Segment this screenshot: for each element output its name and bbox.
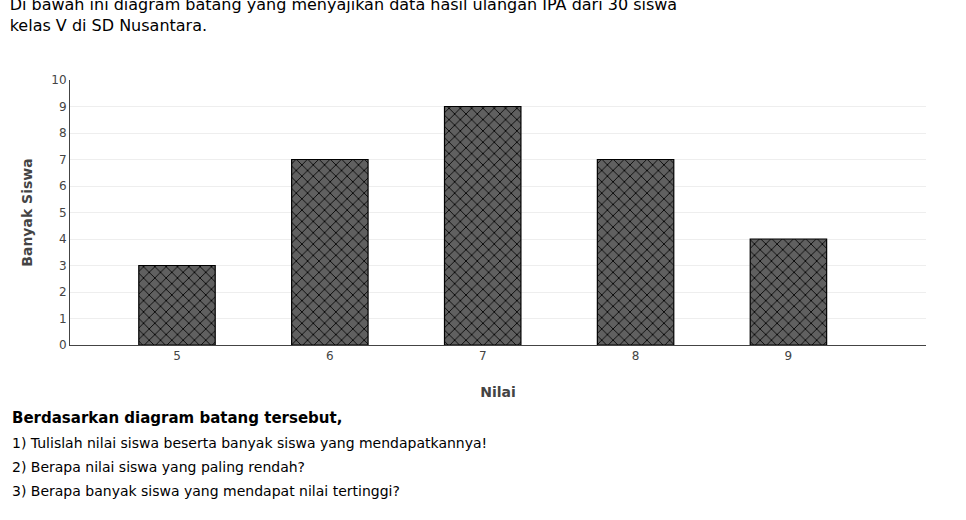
svg-text:9: 9 — [59, 100, 67, 114]
svg-text:8: 8 — [59, 126, 67, 140]
svg-text:3) Berapa banyak siswa yang me: 3) Berapa banyak siswa yang mendapat nil… — [12, 483, 400, 499]
svg-text:6: 6 — [59, 179, 67, 193]
svg-text:10: 10 — [51, 73, 66, 87]
svg-text:Di bawah ini diagram batang ya: Di bawah ini diagram batang yang menyaji… — [10, 0, 678, 35]
svg-text:Berdasarkan diagram batang ter: Berdasarkan diagram batang tersebut, — [12, 409, 342, 427]
svg-text:2: 2 — [59, 285, 67, 299]
svg-text:Nilai: Nilai — [480, 384, 516, 400]
svg-text:1) Tulislah nilai siswa besert: 1) Tulislah nilai siswa beserta banyak s… — [12, 435, 487, 451]
svg-text:9: 9 — [785, 349, 793, 363]
svg-text:5: 5 — [173, 349, 181, 363]
svg-text:4: 4 — [59, 232, 67, 246]
svg-text:7: 7 — [479, 349, 487, 363]
svg-text:6: 6 — [326, 349, 334, 363]
svg-text:0: 0 — [59, 338, 67, 352]
svg-text:1: 1 — [59, 312, 67, 326]
svg-text:Banyak Siswa: Banyak Siswa — [19, 158, 35, 266]
svg-text:5: 5 — [59, 206, 67, 220]
svg-text:2) Berapa nilai siswa yang pal: 2) Berapa nilai siswa yang paling rendah… — [12, 459, 305, 475]
svg-text:8: 8 — [632, 349, 640, 363]
svg-text:3: 3 — [59, 259, 67, 273]
svg-text:7: 7 — [59, 153, 67, 167]
